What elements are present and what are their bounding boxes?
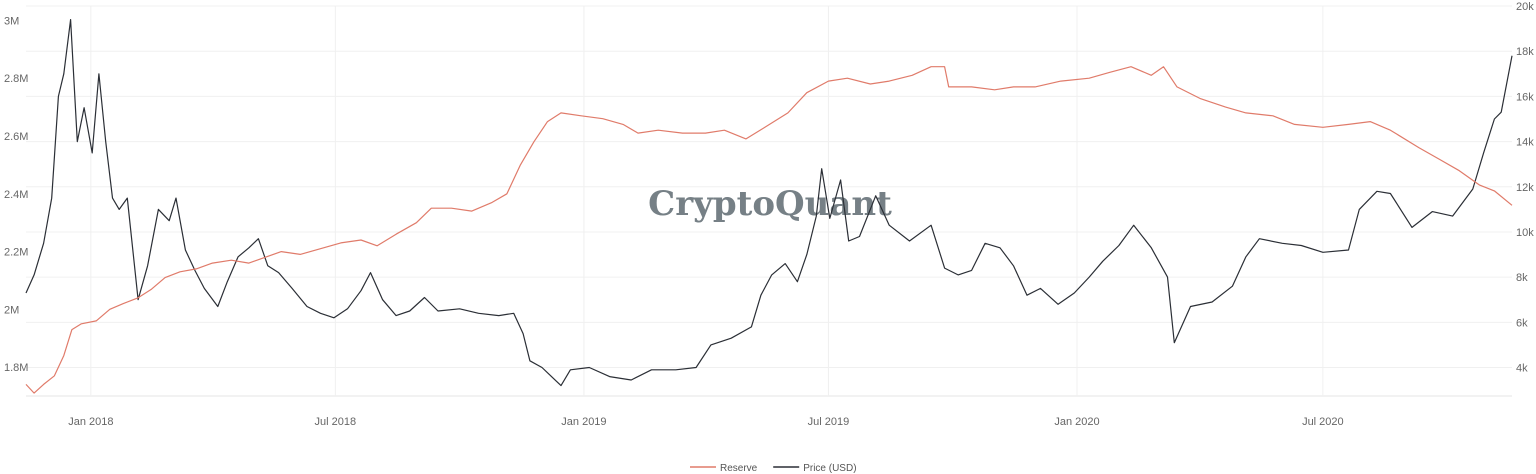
right-y-tick-label: 16k [1516, 91, 1534, 103]
legend-item-reserve[interactable]: Reserve [690, 463, 758, 474]
legend-label: Reserve [720, 463, 758, 474]
left-y-tick-label: 2.2M [4, 247, 28, 259]
right-y-tick-label: 4k [1516, 363, 1528, 375]
right-y-tick-label: 12k [1516, 182, 1534, 194]
left-y-tick-label: 2.8M [4, 73, 28, 85]
right-y-tick-label: 18k [1516, 46, 1534, 58]
right-y-tick-label: 14k [1516, 137, 1534, 149]
left-y-tick-label: 1.8M [4, 362, 28, 374]
price-series-line [25, 19, 1513, 387]
x-tick-label: Jul 2018 [315, 416, 357, 428]
legend[interactable]: Reserve Price (USD) [690, 463, 857, 474]
right-y-tick-label: 10k [1516, 227, 1534, 239]
x-tick-label: Jan 2020 [1054, 416, 1099, 428]
x-tick-label: Jan 2018 [68, 416, 113, 428]
left-y-tick-label: 2.6M [4, 131, 28, 143]
right-y-tick-label: 20k [1516, 1, 1534, 13]
x-tick-label: Jan 2019 [561, 416, 606, 428]
right-y-tick-label: 6k [1516, 317, 1528, 329]
grid-lines [26, 5, 1512, 397]
legend-item-price[interactable]: Price (USD) [773, 463, 857, 474]
reserve-series-line [25, 66, 1513, 394]
legend-label: Price (USD) [803, 463, 856, 474]
right-y-tick-label: 8k [1516, 272, 1528, 284]
left-y-axis-ticks: 1.8M 2M 2.2M 2.4M 2.6M 2.8M 3M [4, 15, 28, 374]
series-lines [25, 19, 1513, 394]
watermark-logo: CryptoQuant [648, 184, 892, 224]
left-y-tick-label: 3M [4, 15, 19, 27]
x-tick-label: Jul 2020 [1302, 416, 1344, 428]
left-y-tick-label: 2M [4, 304, 19, 316]
x-tick-label: Jul 2019 [808, 416, 850, 428]
right-y-axis-ticks: 4k 6k 8k 10k 12k 14k 16k 18k 20k [1516, 1, 1534, 375]
x-axis-ticks: Jan 2018 Jul 2018 Jan 2019 Jul 2019 Jan 2020… [68, 416, 1343, 428]
left-y-tick-label: 2.4M [4, 189, 28, 201]
